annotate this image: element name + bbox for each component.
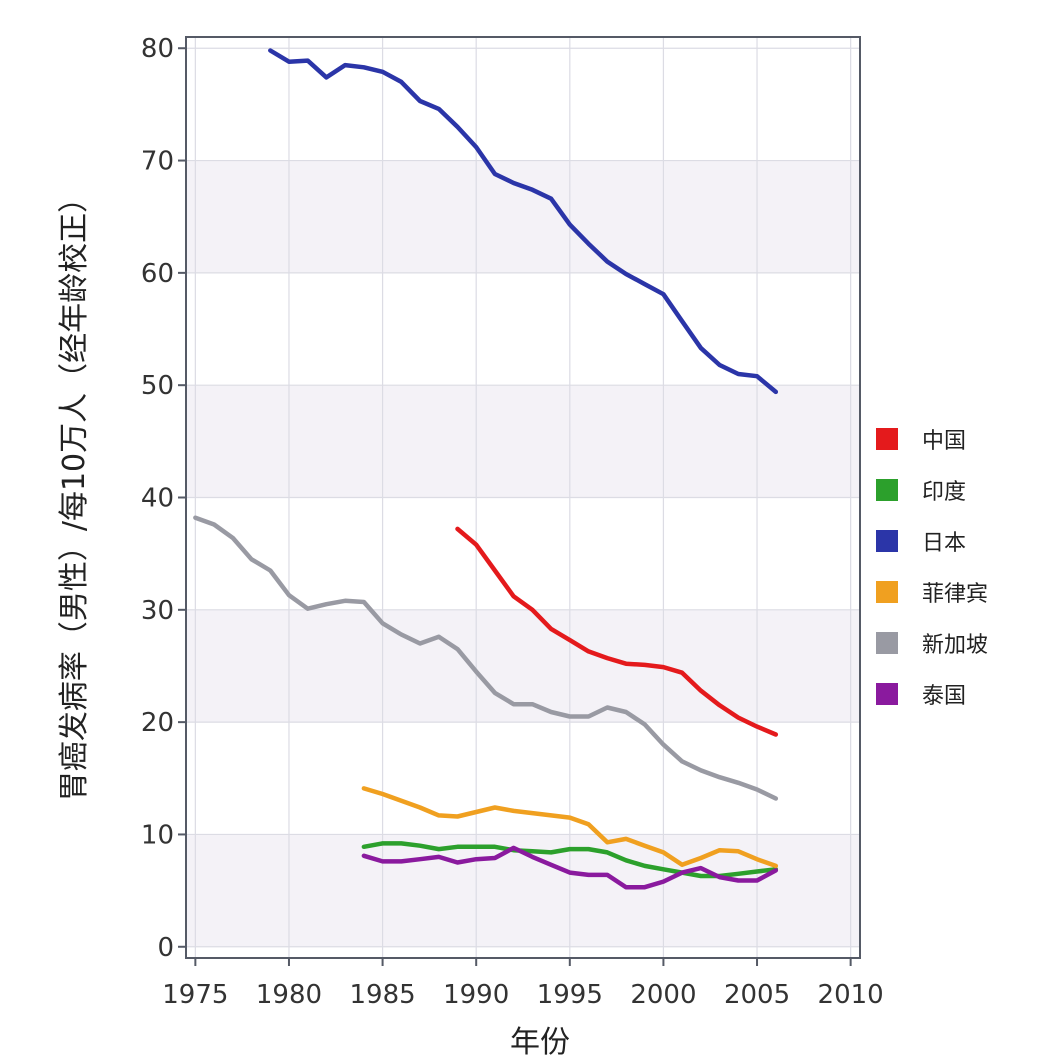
y-tick-label: 0 [157, 933, 174, 963]
y-tick-label: 60 [141, 259, 174, 289]
x-tick-label: 2000 [630, 980, 696, 1010]
background-band [186, 160, 860, 273]
y-tick-label: 20 [141, 708, 174, 738]
series-line-印度 [361, 841, 779, 879]
series-line-菲律宾 [361, 786, 779, 869]
x-tick-label: 1995 [537, 980, 603, 1010]
series-lines [193, 48, 779, 890]
y-tick-label: 80 [141, 34, 174, 64]
y-tick-label: 70 [141, 147, 174, 177]
y-axis-ticks: 0 10 20 30 40 50 60 70 80 [141, 34, 186, 963]
series-line-泰国 [361, 845, 779, 890]
x-axis-ticks: 1975 1980 1985 1990 1995 2000 2005 2010 [162, 958, 884, 1010]
x-tick-label: 1990 [443, 980, 509, 1010]
legend-swatch [876, 683, 898, 705]
legend-swatch [876, 530, 898, 552]
y-axis-title: 胃癌发病率（男性）/每10万人（经年龄校正） [57, 183, 92, 801]
background-band [186, 385, 860, 498]
series-line-中国 [455, 526, 779, 737]
x-tick-label: 1985 [349, 980, 415, 1010]
x-tick-label: 1975 [162, 980, 228, 1010]
y-tick-label: 30 [141, 596, 174, 626]
legend-label: 印度 [922, 480, 966, 505]
legend-label: 新加坡 [922, 633, 988, 658]
series-line-新加坡 [193, 515, 779, 801]
x-tick-label: 2005 [724, 980, 790, 1010]
legend-label: 菲律宾 [922, 582, 988, 607]
x-tick-label: 2010 [818, 980, 884, 1010]
legend-swatch [876, 428, 898, 450]
legend-swatch [876, 581, 898, 603]
legend-swatch [876, 632, 898, 654]
x-tick-label: 1980 [256, 980, 322, 1010]
y-tick-label: 10 [141, 820, 174, 850]
legend-swatch [876, 479, 898, 501]
series-line-日本 [268, 48, 779, 395]
background-bands [186, 160, 860, 947]
legend-label: 中国 [922, 429, 966, 454]
legend-label: 泰国 [922, 684, 966, 709]
legend-label: 日本 [922, 531, 966, 556]
y-tick-label: 50 [141, 371, 174, 401]
y-tick-label: 40 [141, 484, 174, 514]
grid-lines [186, 37, 860, 958]
x-axis-title: 年份 [510, 1025, 570, 1060]
